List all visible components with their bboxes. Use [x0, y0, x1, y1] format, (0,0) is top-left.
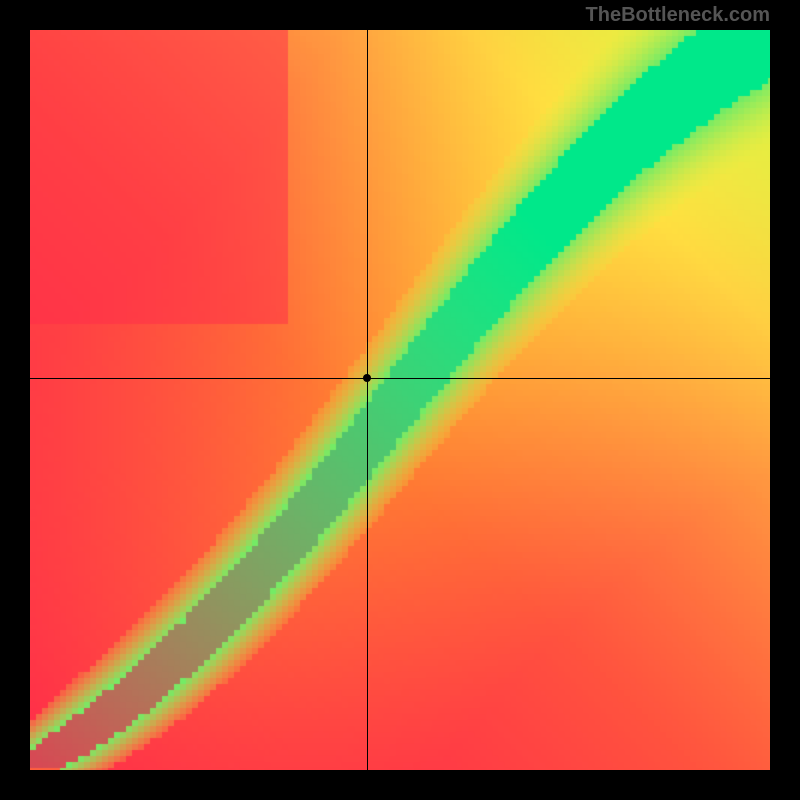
heatmap-canvas [30, 30, 770, 770]
chart-container [30, 30, 770, 770]
watermark-text: TheBottleneck.com [586, 4, 770, 27]
crosshair-vertical [367, 30, 368, 770]
marker-dot [363, 374, 371, 382]
crosshair-horizontal [30, 378, 770, 379]
